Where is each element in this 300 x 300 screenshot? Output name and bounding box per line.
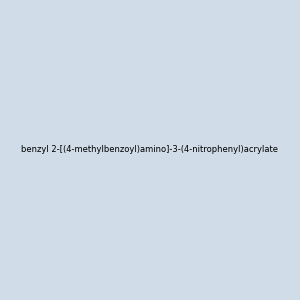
Text: benzyl 2-[(4-methylbenzoyl)amino]-3-(4-nitrophenyl)acrylate: benzyl 2-[(4-methylbenzoyl)amino]-3-(4-n…: [22, 146, 278, 154]
